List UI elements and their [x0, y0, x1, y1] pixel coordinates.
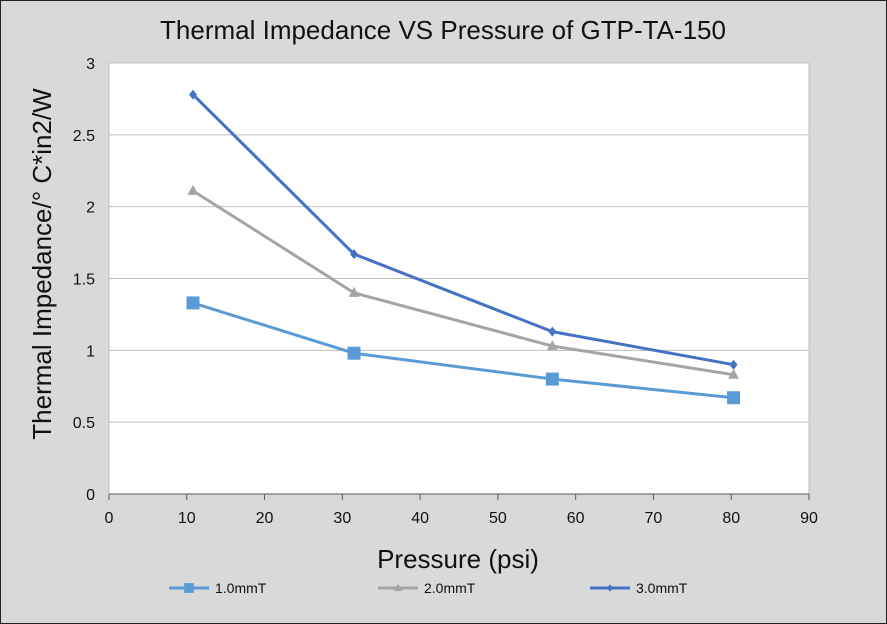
series-1.0mmT [186, 296, 741, 405]
x-axis-label: Pressure (psi) [377, 544, 539, 574]
y-tick-label: 2.5 [73, 128, 95, 145]
y-tick-label: 2 [86, 200, 95, 217]
data-point-square [347, 346, 361, 360]
series-line [192, 301, 734, 400]
data-point-triangle [728, 368, 740, 379]
x-tick-label: 30 [333, 510, 351, 527]
y-tick-label: 0.5 [73, 415, 95, 432]
x-tick-label: 40 [411, 510, 429, 527]
data-point-diamond [607, 584, 613, 592]
x-tick-label: 60 [567, 510, 585, 527]
x-tick-label: 0 [105, 510, 114, 527]
data-point-triangle [546, 340, 558, 350]
legend: 1.0mmT 2.0mmT 3.0mmT [169, 580, 688, 596]
axes: 00.511.522.530 10 20 30 40 50 60 70 80 90 [73, 56, 818, 527]
y-tick-label: 3 [86, 56, 95, 73]
data-point-diamond [729, 359, 738, 370]
data-point-diamond [189, 89, 197, 100]
data-point-square [184, 583, 194, 593]
x-tick-label: 10 [178, 510, 196, 527]
series-line [192, 189, 734, 377]
series-layer [186, 89, 741, 405]
series-3.0mmT [189, 89, 738, 370]
data-point-triangle [348, 286, 360, 297]
data-point-diamond [350, 249, 358, 260]
data-point-square [186, 296, 200, 310]
y-tick-label: 0 [86, 487, 95, 504]
x-tick-label: 50 [489, 510, 507, 527]
x-tick-label: 80 [722, 510, 740, 527]
data-point-diamond [548, 326, 557, 337]
chart-title: Thermal Impedance VS Pressure of GTP-TA-… [160, 15, 726, 45]
y-axis-label: Thermal Impedance/° C*in2/W [27, 88, 57, 440]
legend-label: 1.0mmT [215, 580, 267, 596]
grid-lines [109, 62, 809, 423]
legend-item: 1.0mmT [169, 580, 267, 596]
data-point-triangle [393, 583, 403, 591]
series-2.0mmT [187, 184, 740, 379]
data-point-square [545, 372, 559, 386]
series-line [191, 93, 734, 367]
y-tick-label: 1.5 [73, 272, 95, 289]
x-tick-label: 90 [800, 510, 818, 527]
legend-item: 3.0mmT [590, 580, 688, 596]
legend-item: 2.0mmT [378, 580, 476, 596]
data-point-triangle [187, 184, 199, 195]
legend-label: 2.0mmT [424, 580, 476, 596]
x-tick-label: 70 [645, 510, 663, 527]
x-tick-label: 20 [256, 510, 274, 527]
data-point-square [727, 391, 741, 405]
y-tick-label: 1 [86, 343, 95, 360]
legend-label: 3.0mmT [636, 580, 688, 596]
